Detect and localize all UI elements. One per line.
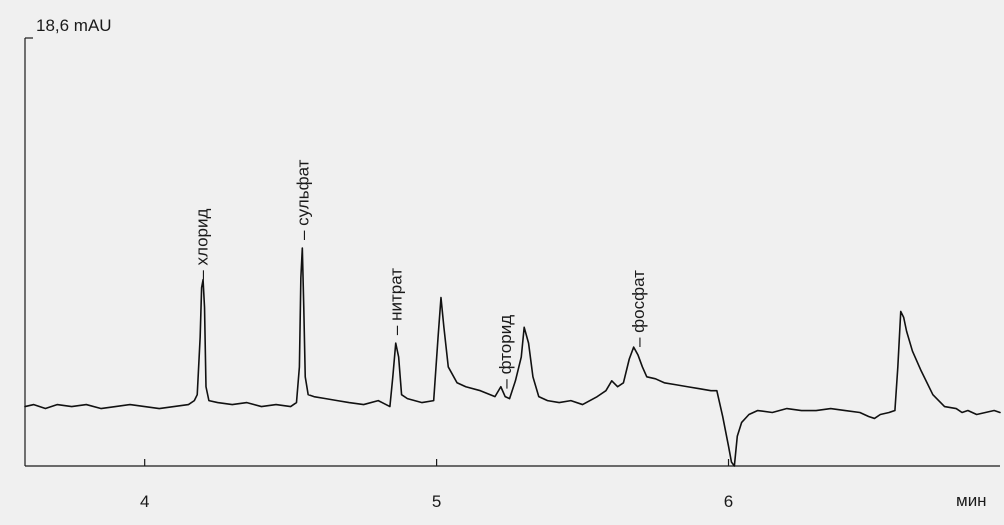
x-tick-label: 4	[140, 492, 149, 511]
x-tick-label: 6	[724, 492, 733, 511]
series-line	[24, 247, 1001, 467]
peak-label: – хлорид	[193, 209, 212, 280]
peak-label: – сульфат	[293, 159, 312, 240]
peak-label: – фосфат	[629, 270, 648, 347]
peak-labels: – хлорид – сульфат – нитрат – фторид – фосфа…	[193, 159, 648, 388]
peak-label: – фторид	[496, 315, 515, 389]
x-ticks: 4 5 6	[140, 459, 733, 511]
peak-label: – нитрат	[387, 268, 406, 335]
x-axis-unit-label: мин	[956, 491, 987, 510]
y-axis-unit-label: 18,6 mAU	[36, 16, 112, 35]
series-group	[24, 247, 1001, 467]
x-tick-label: 5	[432, 492, 441, 511]
